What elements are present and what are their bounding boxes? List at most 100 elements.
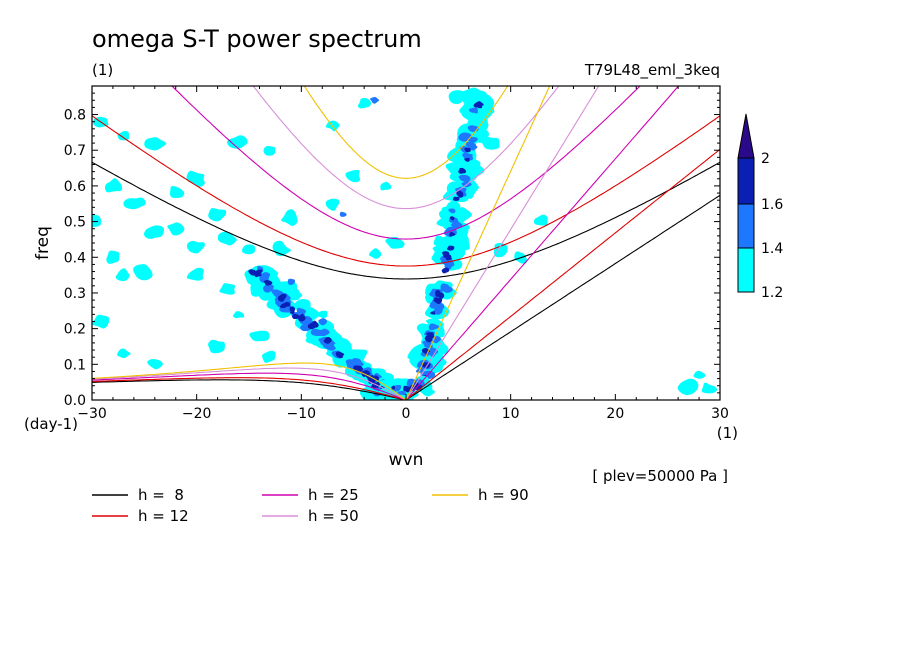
- y-axis-label: freq: [33, 226, 53, 260]
- power-contour: [435, 302, 445, 310]
- power-contour: [465, 141, 477, 149]
- power-contour: [271, 289, 284, 298]
- power-contour: [186, 170, 205, 187]
- power-contour: [481, 135, 500, 150]
- y-tick-label: 0.5: [64, 215, 86, 231]
- power-contour: [440, 283, 453, 293]
- power-contour: [292, 313, 301, 320]
- power-contour: [693, 370, 706, 379]
- power-contour: [468, 107, 478, 114]
- power-contour: [452, 196, 460, 201]
- y-tick-label: 0.1: [64, 357, 86, 373]
- colorbar-label: 1.2: [761, 285, 783, 301]
- legend-label: h = 12: [138, 507, 189, 525]
- x-tick-label: 20: [606, 406, 624, 422]
- power-contour: [368, 248, 382, 259]
- power-contour: [117, 130, 130, 141]
- kelvin-curve: [405, 86, 680, 400]
- colorbar-extend-triangle: [737, 113, 755, 159]
- y-tick-label: 0.8: [64, 108, 86, 124]
- power-contour: [433, 297, 443, 305]
- power-contour: [353, 365, 361, 371]
- power-contour: [318, 318, 328, 326]
- power-contour: [208, 339, 225, 354]
- power-contour: [385, 236, 405, 249]
- legend-label: h = 90: [478, 486, 529, 504]
- power-contour: [333, 342, 352, 354]
- legend-label: h = 25: [308, 486, 359, 504]
- chart-title: omega S-T power spectrum: [92, 25, 422, 53]
- power-contour: [281, 209, 298, 227]
- power-contour: [309, 320, 319, 329]
- power-contour: [392, 384, 402, 392]
- colorbar-label: 1.4: [761, 241, 783, 257]
- power-contour: [431, 335, 441, 344]
- power-contour: [701, 382, 718, 394]
- power-contour: [289, 306, 296, 312]
- x-axis-unit: (1): [717, 424, 738, 442]
- power-contour: [449, 216, 455, 221]
- power-contour: [448, 208, 456, 214]
- x-tick-label: 30: [711, 406, 729, 422]
- power-contour: [263, 145, 276, 156]
- kelvin-curve: [405, 86, 600, 400]
- kelvin-curve: [405, 86, 551, 400]
- plot-frame: [91, 85, 721, 401]
- power-contour: [316, 310, 328, 319]
- dispersion-curves: [92, 86, 720, 400]
- power-contour: [442, 251, 450, 257]
- chart-subtitle-left: (1): [92, 61, 113, 79]
- power-contour: [287, 278, 296, 285]
- power-contour: [379, 377, 394, 389]
- power-contour: [677, 378, 699, 396]
- gravity-curve: [92, 115, 720, 267]
- power-contour: [186, 240, 205, 254]
- rossby-curve: [92, 377, 407, 400]
- power-contour: [249, 330, 270, 342]
- power-contour: [289, 310, 295, 315]
- power-contour: [428, 323, 441, 331]
- power-contour: [310, 328, 324, 336]
- kelvin-curve: [405, 194, 720, 400]
- y-tick-label: 0.3: [64, 286, 86, 302]
- power-contour: [143, 225, 165, 239]
- power-contour: [345, 169, 361, 183]
- power-contour: [403, 385, 410, 392]
- power-contour: [430, 311, 436, 315]
- power-contour: [233, 311, 245, 319]
- power-contour: [449, 231, 456, 237]
- colorbar-label: 2: [761, 151, 770, 167]
- power-contour: [169, 185, 185, 199]
- y-axis-unit: (day-1): [24, 415, 78, 433]
- power-contour: [357, 97, 372, 109]
- power-contour: [279, 303, 288, 309]
- power-contour: [446, 245, 455, 251]
- power-contour: [106, 250, 120, 264]
- legend-label: h = 50: [308, 507, 359, 525]
- power-contour: [92, 214, 102, 228]
- power-contour: [208, 208, 227, 222]
- power-contour: [370, 97, 380, 104]
- power-contour: [458, 167, 467, 174]
- power-contour: [277, 293, 287, 302]
- power-contour: [391, 385, 396, 390]
- legend-label: h = 8: [138, 486, 184, 504]
- power-contour: [323, 337, 332, 344]
- rossby-curve: [92, 379, 407, 400]
- power-contour: [433, 235, 450, 248]
- power-contour: [296, 307, 307, 316]
- power-contour: [263, 280, 273, 286]
- y-tick-label: 0.7: [64, 143, 86, 159]
- power-contour: [469, 89, 485, 102]
- power-contour: [123, 197, 146, 210]
- x-tick-label: −10: [287, 406, 317, 422]
- power-contour: [144, 137, 167, 151]
- gravity-curve: [171, 86, 641, 240]
- x-tick-label: 10: [502, 406, 520, 422]
- colorbar-label: 1.6: [761, 197, 783, 213]
- power-contour: [458, 174, 471, 182]
- gravity-curve: [92, 161, 720, 280]
- kelvin-curve: [405, 148, 720, 400]
- axis-ticks: −30 −20 −10 0 10 20 30 0.0 0.1 0.2 0.3 0.4 0.5 0.6 0.7…: [64, 86, 729, 422]
- gravity-curve: [303, 86, 509, 179]
